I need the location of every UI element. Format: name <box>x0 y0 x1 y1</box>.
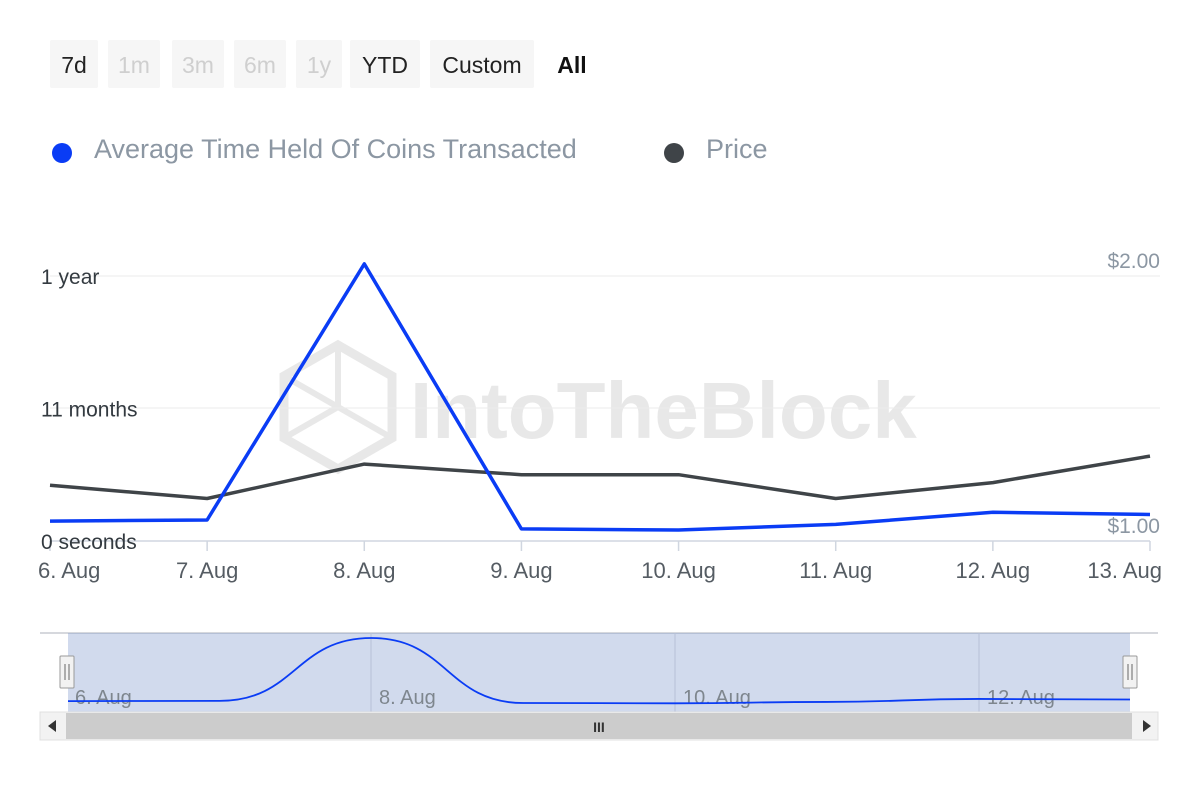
legend-label: Average Time Held Of Coins Transacted <box>94 134 577 164</box>
x-tick-label: 13. Aug <box>1087 558 1162 583</box>
x-tick-label: 8. Aug <box>333 558 395 583</box>
series-line-price <box>49 454 1151 501</box>
range-button-custom[interactable]: Custom <box>430 40 534 88</box>
watermark-logo: IntoTheBlock <box>279 339 917 475</box>
legend-label: Price <box>706 134 768 164</box>
range-button-3m[interactable]: 3m <box>172 40 224 88</box>
range-button-1y[interactable]: 1y <box>296 40 342 88</box>
x-tick-label: 11. Aug <box>799 558 872 583</box>
scrollbar[interactable]: III <box>39 711 1159 741</box>
navigator-label: 6. Aug <box>75 687 132 709</box>
y-left-tick-label: 0 seconds <box>41 531 137 554</box>
navigator-label: 12. Aug <box>987 687 1055 709</box>
navigator-handle-left[interactable] <box>59 655 75 689</box>
y-left-tick-label: 1 year <box>41 266 99 289</box>
scroll-left-arrow-icon[interactable] <box>48 720 56 732</box>
legend-marker-icon <box>664 143 684 163</box>
scrollbar-grip-icon: III <box>593 719 605 735</box>
scroll-right-arrow-icon[interactable] <box>1143 720 1151 732</box>
range-button-6m[interactable]: 6m <box>234 40 286 88</box>
x-tick-label: 10. Aug <box>641 558 716 583</box>
x-tick-label: 9. Aug <box>490 558 552 583</box>
handle-body <box>1122 655 1138 689</box>
x-tick-label: 12. Aug <box>956 558 1031 583</box>
scrollbar-thumb[interactable] <box>66 713 1132 739</box>
x-tick-label: 6. Aug <box>38 558 100 583</box>
navigator-label: 8. Aug <box>379 687 436 709</box>
y-left-tick-label: 11 months <box>41 399 138 422</box>
navigator-handle-right[interactable] <box>1122 655 1138 689</box>
navigator-series-line <box>67 637 1131 705</box>
y-right-tick-label: $1.00 <box>1107 515 1160 538</box>
range-button-1m[interactable]: 1m <box>108 40 160 88</box>
legend-marker-icon <box>52 143 72 163</box>
series-line-avg-time-held <box>49 262 1151 532</box>
range-button-all[interactable]: All <box>557 52 587 78</box>
range-button-7d[interactable]: 7d <box>50 40 98 88</box>
range-button-ytd[interactable]: YTD <box>350 40 420 88</box>
watermark-cube-icon <box>282 345 394 441</box>
navigator-label: 10. Aug <box>683 687 751 709</box>
watermark-text: IntoTheBlock <box>410 366 917 455</box>
y-right-tick-label: $2.00 <box>1107 250 1160 273</box>
x-tick-label: 7. Aug <box>176 558 238 583</box>
handle-body <box>59 655 75 689</box>
